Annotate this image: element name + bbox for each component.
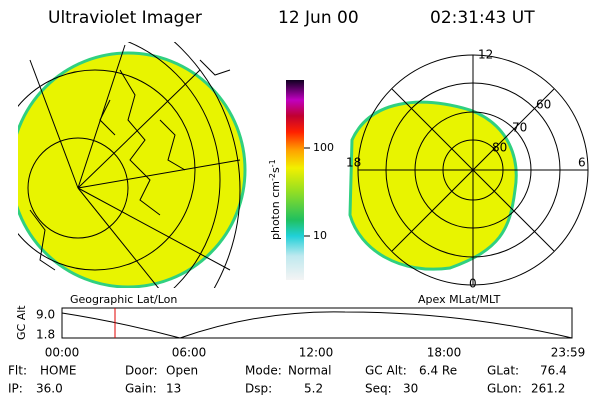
info-label: Dsp:: [245, 382, 272, 396]
info-value: 36.0: [36, 382, 63, 396]
colorbar-tick-label: 10: [313, 229, 327, 242]
right-caption: Apex MLat/MLT: [418, 293, 501, 306]
info-grid: Flt: HOME Door: Open Mode: Normal GC Alt…: [8, 364, 567, 396]
info-label: Gain:: [125, 382, 157, 396]
unit: s: [269, 167, 282, 173]
lat-label: 70: [512, 121, 527, 135]
unit-sup: -1: [268, 159, 277, 167]
info-value: 13: [166, 382, 181, 396]
altitude-curve: [61, 311, 573, 339]
info-label: GLat:: [487, 364, 519, 378]
info-label: Mode:: [245, 364, 282, 378]
info-value: HOME: [40, 364, 76, 378]
info-value: 5.2: [304, 382, 323, 396]
time: 02:31:43 UT: [430, 8, 535, 28]
lat-label: 60: [536, 98, 551, 112]
info-label: Flt:: [8, 364, 27, 378]
colorbar-tick-label: 100: [313, 141, 334, 154]
unit: photon cm: [269, 181, 282, 240]
colorbar-unit: photon cm-2s-1: [268, 159, 283, 240]
mlt-label: 12: [478, 48, 493, 62]
y-tick-label: 9.0: [36, 308, 55, 322]
info-value: Open: [166, 364, 198, 378]
info-value: 261.2: [531, 382, 565, 396]
mlt-label: 6: [578, 156, 586, 170]
info-label: Door:: [125, 364, 158, 378]
info-label: IP:: [8, 382, 23, 396]
info-label: GC Alt:: [365, 364, 407, 378]
mlt-label: 0: [469, 277, 477, 291]
timeline-y-label: GC Alt: [15, 305, 28, 340]
info-label: Seq:: [365, 382, 392, 396]
x-tick-label: 06:00: [172, 346, 207, 360]
colorbar: [286, 80, 304, 280]
info-value: 76.4: [540, 364, 567, 378]
lat-label: 80: [492, 141, 507, 155]
x-tick-label: 18:00: [427, 346, 462, 360]
x-tick-label: 12:00: [299, 346, 334, 360]
x-tick-label: 00:00: [45, 346, 80, 360]
x-tick-label: 23:59: [551, 346, 586, 360]
mlt-label: 18: [346, 156, 361, 170]
timeline-frame: [61, 307, 573, 339]
y-tick-label: 1.8: [36, 328, 55, 342]
info-value: 30: [403, 382, 418, 396]
info-value: 6.4 Re: [419, 364, 457, 378]
title: Ultraviolet Imager: [48, 8, 202, 28]
polar-plot: [348, 54, 589, 286]
info-label: GLon:: [487, 382, 522, 396]
date: 12 Jun 00: [278, 8, 359, 28]
info-value: Normal: [288, 364, 331, 378]
geo-map: [18, 42, 247, 288]
left-caption: Geographic Lat/Lon: [70, 293, 177, 306]
unit-sup: -2: [268, 173, 277, 181]
